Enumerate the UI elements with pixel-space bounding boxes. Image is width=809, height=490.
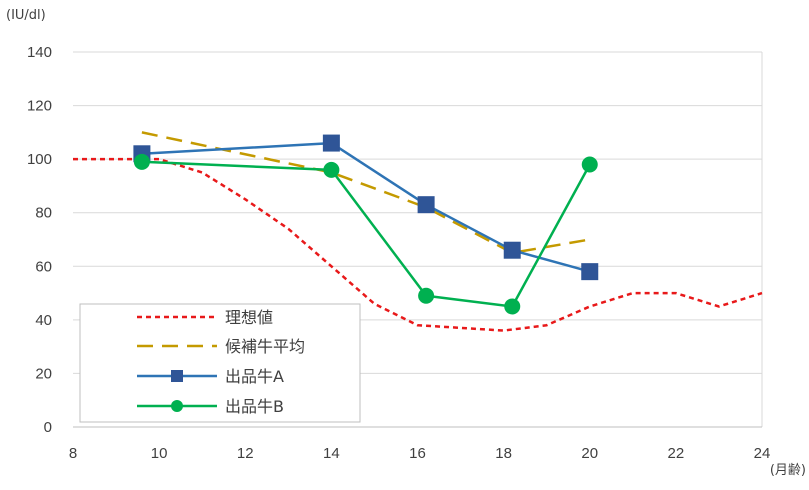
- series-1: [73, 157, 763, 332]
- legend-label: 出品牛A: [225, 367, 284, 386]
- x-tick-label: 20: [581, 445, 598, 462]
- data-point-circle: [133, 153, 150, 170]
- series-line: [141, 131, 591, 255]
- y-tick-label: 60: [35, 258, 52, 275]
- y-axis-unit-label: (IU/dl): [6, 8, 46, 23]
- y-tick-label: 140: [27, 44, 52, 61]
- data-point-square: [417, 196, 435, 214]
- series-line: [141, 141, 591, 273]
- x-tick-label: 24: [754, 445, 771, 462]
- x-tick-label: 22: [668, 445, 685, 462]
- series-line: [141, 160, 591, 308]
- y-tick-label: 20: [35, 365, 52, 382]
- y-tick-label: 120: [27, 98, 52, 115]
- x-tick-label: 12: [237, 445, 254, 462]
- y-tick-label: 40: [35, 312, 52, 329]
- x-tick-label: 10: [151, 445, 168, 462]
- data-point-circle: [581, 156, 598, 173]
- series-2: [141, 131, 591, 255]
- data-point-circle: [418, 287, 435, 304]
- legend-swatch-square: [171, 370, 183, 382]
- data-point-square: [503, 241, 521, 259]
- legend-label: 候補牛平均: [225, 337, 305, 356]
- series-line: [73, 157, 763, 332]
- data-point-circle: [504, 298, 521, 315]
- legend-box: [79, 303, 361, 423]
- legend-label: 出品牛B: [225, 397, 284, 416]
- y-tick-label: 100: [27, 151, 52, 168]
- series-3: [133, 134, 599, 281]
- series-layer: [73, 131, 763, 332]
- x-tick-label: 18: [495, 445, 512, 462]
- legend-label: 理想値: [225, 308, 273, 327]
- data-point-square: [322, 134, 340, 152]
- series-4: [133, 153, 598, 315]
- legend-swatch-circle: [171, 400, 183, 412]
- data-point-square: [581, 263, 599, 281]
- x-tick-label: 8: [69, 445, 77, 462]
- y-tick-label: 80: [35, 205, 52, 222]
- y-tick-label: 0: [44, 419, 52, 436]
- axes: 0 20 40 60 80 100 120 140 8 10 12 14 16 18 20 22 24 (IU/d…: [6, 8, 806, 478]
- x-tick-label: 14: [323, 445, 340, 462]
- x-tick-label: 16: [409, 445, 426, 462]
- data-point-circle: [323, 161, 340, 178]
- x-axis-unit-label: (月齢): [770, 463, 806, 478]
